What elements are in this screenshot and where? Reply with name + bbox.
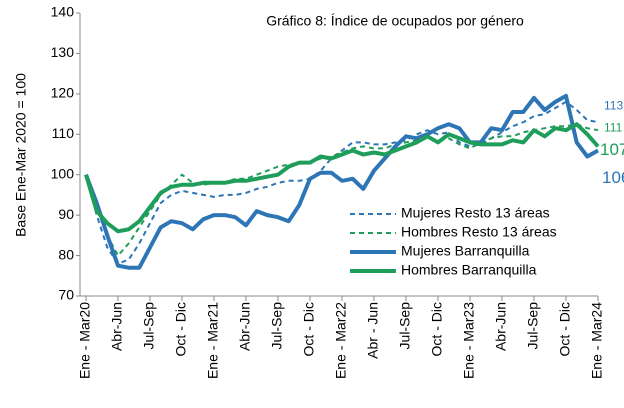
x-tick-label: Jul-Sep <box>397 302 413 350</box>
series-line <box>85 100 599 265</box>
x-tick-label: Jul-Sep <box>269 302 285 350</box>
x-tick-label: Abr-Jun <box>237 302 253 351</box>
legend-label: Hombres Barranquilla <box>401 262 537 278</box>
x-tick-label: Abr-Jun <box>493 302 509 351</box>
x-tick-label: Ene - Mar23 <box>461 302 477 379</box>
x-tick-label: Ene - Mar24 <box>589 302 605 379</box>
y-tick-label: 110 <box>52 125 75 141</box>
legend-label: Mujeres Barranquilla <box>401 243 530 259</box>
series-line <box>84 122 600 234</box>
x-tick-label: Oct - Dic <box>301 302 317 356</box>
end-label: 107 <box>600 140 624 159</box>
x-tick-label: Ene - Mar22 <box>333 302 349 379</box>
end-label: 113 <box>604 98 623 112</box>
end-label: 106 <box>602 168 624 187</box>
x-tick-label: Oct - Dic <box>173 302 189 356</box>
x-tick-label: Ene - Mar20 <box>77 302 93 379</box>
y-tick-label: 140 <box>51 4 75 20</box>
y-axis-label: Base Ene-Mar 2020 = 100 <box>13 73 29 237</box>
x-tick-label: Abr - Jun <box>365 302 381 359</box>
y-tick-label: 80 <box>58 246 74 262</box>
x-tick-label: Jul-Sep <box>525 302 541 350</box>
y-tick-label: 130 <box>51 44 75 60</box>
y-tick-label: 70 <box>58 287 74 303</box>
y-tick-label: 100 <box>51 165 75 181</box>
x-tick-label: Ene - Mar21 <box>205 302 221 379</box>
y-tick-label: 120 <box>51 85 75 101</box>
x-tick-label: Jul-Sep <box>141 302 157 350</box>
legend-label: Hombres Resto 13 áreas <box>401 224 557 240</box>
series-line <box>84 93 599 270</box>
x-tick-label: Oct - Dic <box>557 302 573 356</box>
chart-title: Gráfico 8: Índice de ocupados por género <box>266 13 524 29</box>
x-tick-label: Abr-Jun <box>109 302 125 351</box>
legend-label: Mujeres Resto 13 áreas <box>401 205 550 221</box>
end-label: 111 <box>604 120 623 134</box>
y-tick-label: 90 <box>58 206 74 222</box>
x-tick-label: Oct - Dic <box>429 302 445 356</box>
